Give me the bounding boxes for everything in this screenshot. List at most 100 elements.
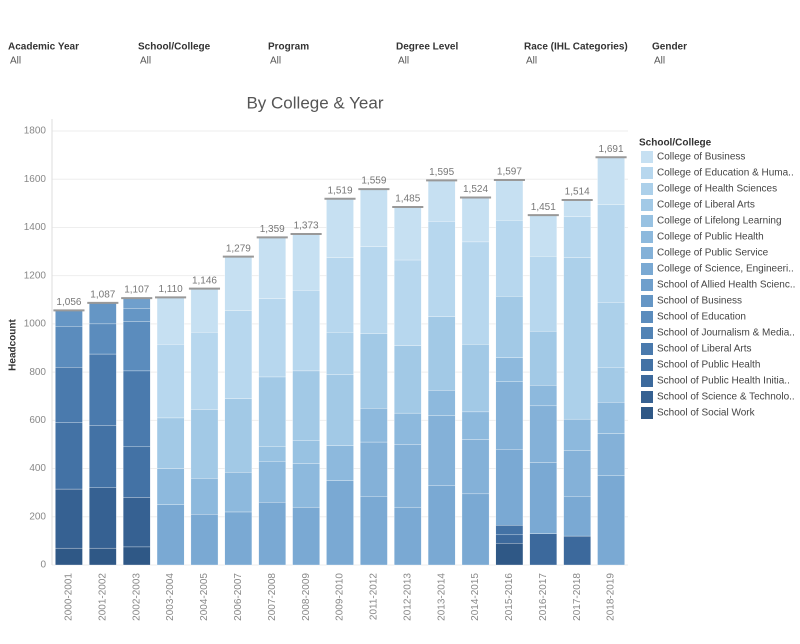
- legend-swatch[interactable]: [641, 327, 653, 339]
- legend-label[interactable]: College of Liberal Arts: [657, 200, 755, 211]
- bar-segment[interactable]: [89, 487, 117, 549]
- legend-swatch[interactable]: [641, 311, 653, 323]
- bar-segment[interactable]: [123, 370, 151, 448]
- filter-value[interactable]: All: [654, 56, 665, 67]
- bar-segment[interactable]: [292, 289, 320, 372]
- bar-segment[interactable]: [156, 344, 185, 419]
- bar-segment[interactable]: [394, 506, 422, 566]
- legend-label[interactable]: School of Liberal Arts: [657, 344, 752, 355]
- bar-segment[interactable]: [292, 370, 320, 441]
- legend-label[interactable]: School of Journalism & Media..: [657, 328, 795, 339]
- bar-segment[interactable]: [427, 221, 456, 317]
- bar-segment[interactable]: [258, 461, 286, 503]
- bar-segment[interactable]: [258, 237, 286, 299]
- bar-segment[interactable]: [394, 206, 422, 261]
- legend-label[interactable]: School of Business: [657, 296, 742, 307]
- legend-label[interactable]: College of Business: [657, 152, 745, 163]
- bar-segment[interactable]: [563, 199, 591, 217]
- bar-segment[interactable]: [190, 478, 219, 515]
- bar-segment[interactable]: [123, 446, 151, 498]
- bar-segment[interactable]: [156, 417, 185, 469]
- bar-segment[interactable]: [563, 450, 591, 497]
- bar-segment[interactable]: [292, 233, 320, 291]
- bar-segment[interactable]: [427, 485, 456, 566]
- bar-segment[interactable]: [427, 415, 456, 486]
- bar-segment[interactable]: [495, 543, 524, 566]
- legend-swatch[interactable]: [641, 215, 653, 227]
- bar-segment[interactable]: [258, 502, 286, 566]
- bar-segment[interactable]: [224, 256, 253, 311]
- legend-swatch[interactable]: [641, 343, 653, 355]
- bar-segment[interactable]: [156, 468, 185, 505]
- bar-segment[interactable]: [427, 390, 456, 416]
- bar-segment[interactable]: [55, 326, 83, 368]
- legend-label[interactable]: School of Social Work: [657, 408, 756, 419]
- bar-segment[interactable]: [597, 204, 625, 303]
- bar-segment[interactable]: [394, 259, 422, 346]
- bar-segment[interactable]: [258, 446, 286, 462]
- legend-swatch[interactable]: [641, 263, 653, 275]
- bar-segment[interactable]: [461, 344, 490, 413]
- bar-segment[interactable]: [224, 511, 253, 566]
- legend-swatch[interactable]: [641, 231, 653, 243]
- bar-segment[interactable]: [123, 497, 151, 548]
- bar-segment[interactable]: [258, 298, 286, 378]
- bar-segment[interactable]: [495, 449, 524, 526]
- legend-label[interactable]: School of Science & Technolo..: [657, 392, 795, 403]
- legend-swatch[interactable]: [641, 295, 653, 307]
- bar-segment[interactable]: [360, 496, 388, 566]
- bar-segment[interactable]: [495, 525, 524, 536]
- bar-segment[interactable]: [123, 297, 151, 309]
- legend-swatch[interactable]: [641, 359, 653, 371]
- bar-segment[interactable]: [563, 535, 591, 566]
- bar-segment[interactable]: [597, 433, 625, 476]
- bar-segment[interactable]: [190, 409, 219, 479]
- bar-segment[interactable]: [597, 367, 625, 403]
- bar-segment[interactable]: [89, 323, 117, 355]
- bar-segment[interactable]: [326, 332, 354, 375]
- bar-segment[interactable]: [597, 302, 625, 368]
- legend-swatch[interactable]: [641, 279, 653, 291]
- bar-segment[interactable]: [495, 179, 524, 221]
- legend-label[interactable]: College of Education & Huma..: [657, 168, 794, 179]
- bar-segment[interactable]: [427, 316, 456, 391]
- legend-label[interactable]: College of Lifelong Learning: [657, 216, 782, 227]
- bar-segment[interactable]: [597, 402, 625, 434]
- filter-value[interactable]: All: [270, 56, 281, 67]
- bar-segment[interactable]: [461, 439, 490, 495]
- bar-segment[interactable]: [326, 198, 354, 258]
- bar-segment[interactable]: [89, 302, 117, 325]
- bar-segment[interactable]: [224, 398, 253, 473]
- bar-segment[interactable]: [529, 256, 557, 332]
- bar-segment[interactable]: [597, 475, 625, 566]
- bar-segment[interactable]: [529, 533, 557, 566]
- bar-segment[interactable]: [461, 197, 490, 243]
- legend-label[interactable]: College of Science, Engineeri..: [657, 264, 794, 275]
- bar-segment[interactable]: [292, 440, 320, 464]
- legend-label[interactable]: School of Education: [657, 312, 746, 323]
- legend-label[interactable]: School of Allied Health Scienc..: [657, 280, 795, 291]
- bar-segment[interactable]: [224, 310, 253, 399]
- bar-segment[interactable]: [461, 241, 490, 345]
- bar-segment[interactable]: [529, 385, 557, 407]
- bar-segment[interactable]: [55, 547, 83, 566]
- bar-segment[interactable]: [461, 411, 490, 440]
- bar-segment[interactable]: [326, 374, 354, 446]
- bar-segment[interactable]: [123, 308, 151, 322]
- bar-segment[interactable]: [529, 462, 557, 534]
- bar-segment[interactable]: [495, 381, 524, 450]
- bar-segment[interactable]: [394, 444, 422, 508]
- bar-segment[interactable]: [563, 418, 591, 451]
- bar-segment[interactable]: [89, 353, 117, 426]
- bar-segment[interactable]: [427, 180, 456, 222]
- bar-segment[interactable]: [258, 376, 286, 448]
- bar-segment[interactable]: [190, 514, 219, 566]
- filter-value[interactable]: All: [10, 56, 21, 67]
- bar-segment[interactable]: [529, 214, 557, 257]
- bar-segment[interactable]: [563, 216, 591, 258]
- bar-segment[interactable]: [190, 332, 219, 410]
- bar-segment[interactable]: [326, 257, 354, 333]
- legend-label[interactable]: College of Public Health: [657, 232, 764, 243]
- bar-segment[interactable]: [326, 480, 354, 566]
- bar-segment[interactable]: [55, 488, 83, 549]
